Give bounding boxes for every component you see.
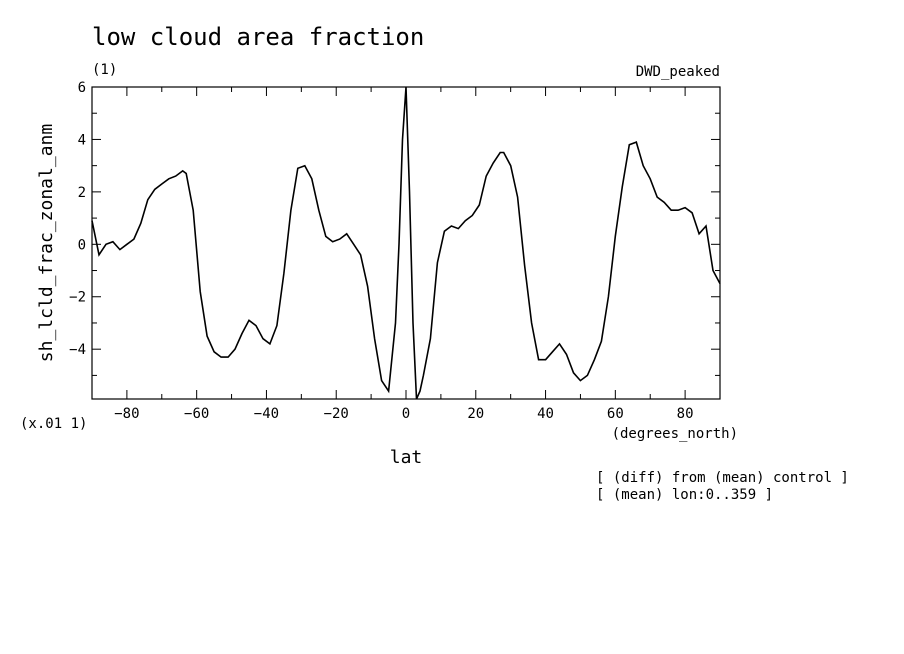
x-tick-label: 40 xyxy=(537,406,554,422)
x-tick-label: 20 xyxy=(467,406,484,422)
y-tick-label: 2 xyxy=(78,185,86,201)
x-tick-label: 60 xyxy=(607,406,624,422)
x-tick-label: −20 xyxy=(324,406,349,422)
x-tick-label: −40 xyxy=(254,406,279,422)
x-axis-label: lat xyxy=(390,447,423,468)
x-axis: −80 −60 −40 −20 0 20 40 60 80 xyxy=(91,87,721,422)
y-tick-label: 4 xyxy=(78,132,86,148)
y-tick-label: 0 xyxy=(78,237,86,253)
x-units: (degrees_north) xyxy=(612,426,738,442)
note-mean: [ (mean) lon:0..359 ] xyxy=(596,487,773,503)
x-tick-label: 80 xyxy=(677,406,694,422)
y-axis-label: sh_lcld_frac_zonal_anm xyxy=(36,124,57,362)
x-tick-label: 0 xyxy=(402,406,410,422)
plot-frame xyxy=(91,86,721,400)
x-tick-label: −80 xyxy=(114,406,139,422)
chart-subtitle: (1) xyxy=(92,62,117,78)
x-tick-label: −60 xyxy=(184,406,209,422)
y-scale-note: (x.01 1) xyxy=(20,416,87,432)
y-tick-label: −2 xyxy=(69,290,86,306)
note-diff: [ (diff) from (mean) control ] xyxy=(596,470,849,486)
chart-title: low cloud area fraction xyxy=(92,23,424,51)
y-tick-label: 6 xyxy=(78,80,86,96)
y-axis: −4 −2 0 2 4 6 xyxy=(69,80,720,376)
experiment-label: DWD_peaked xyxy=(636,64,720,80)
y-tick-label: −4 xyxy=(69,342,86,358)
series-line xyxy=(91,86,721,400)
